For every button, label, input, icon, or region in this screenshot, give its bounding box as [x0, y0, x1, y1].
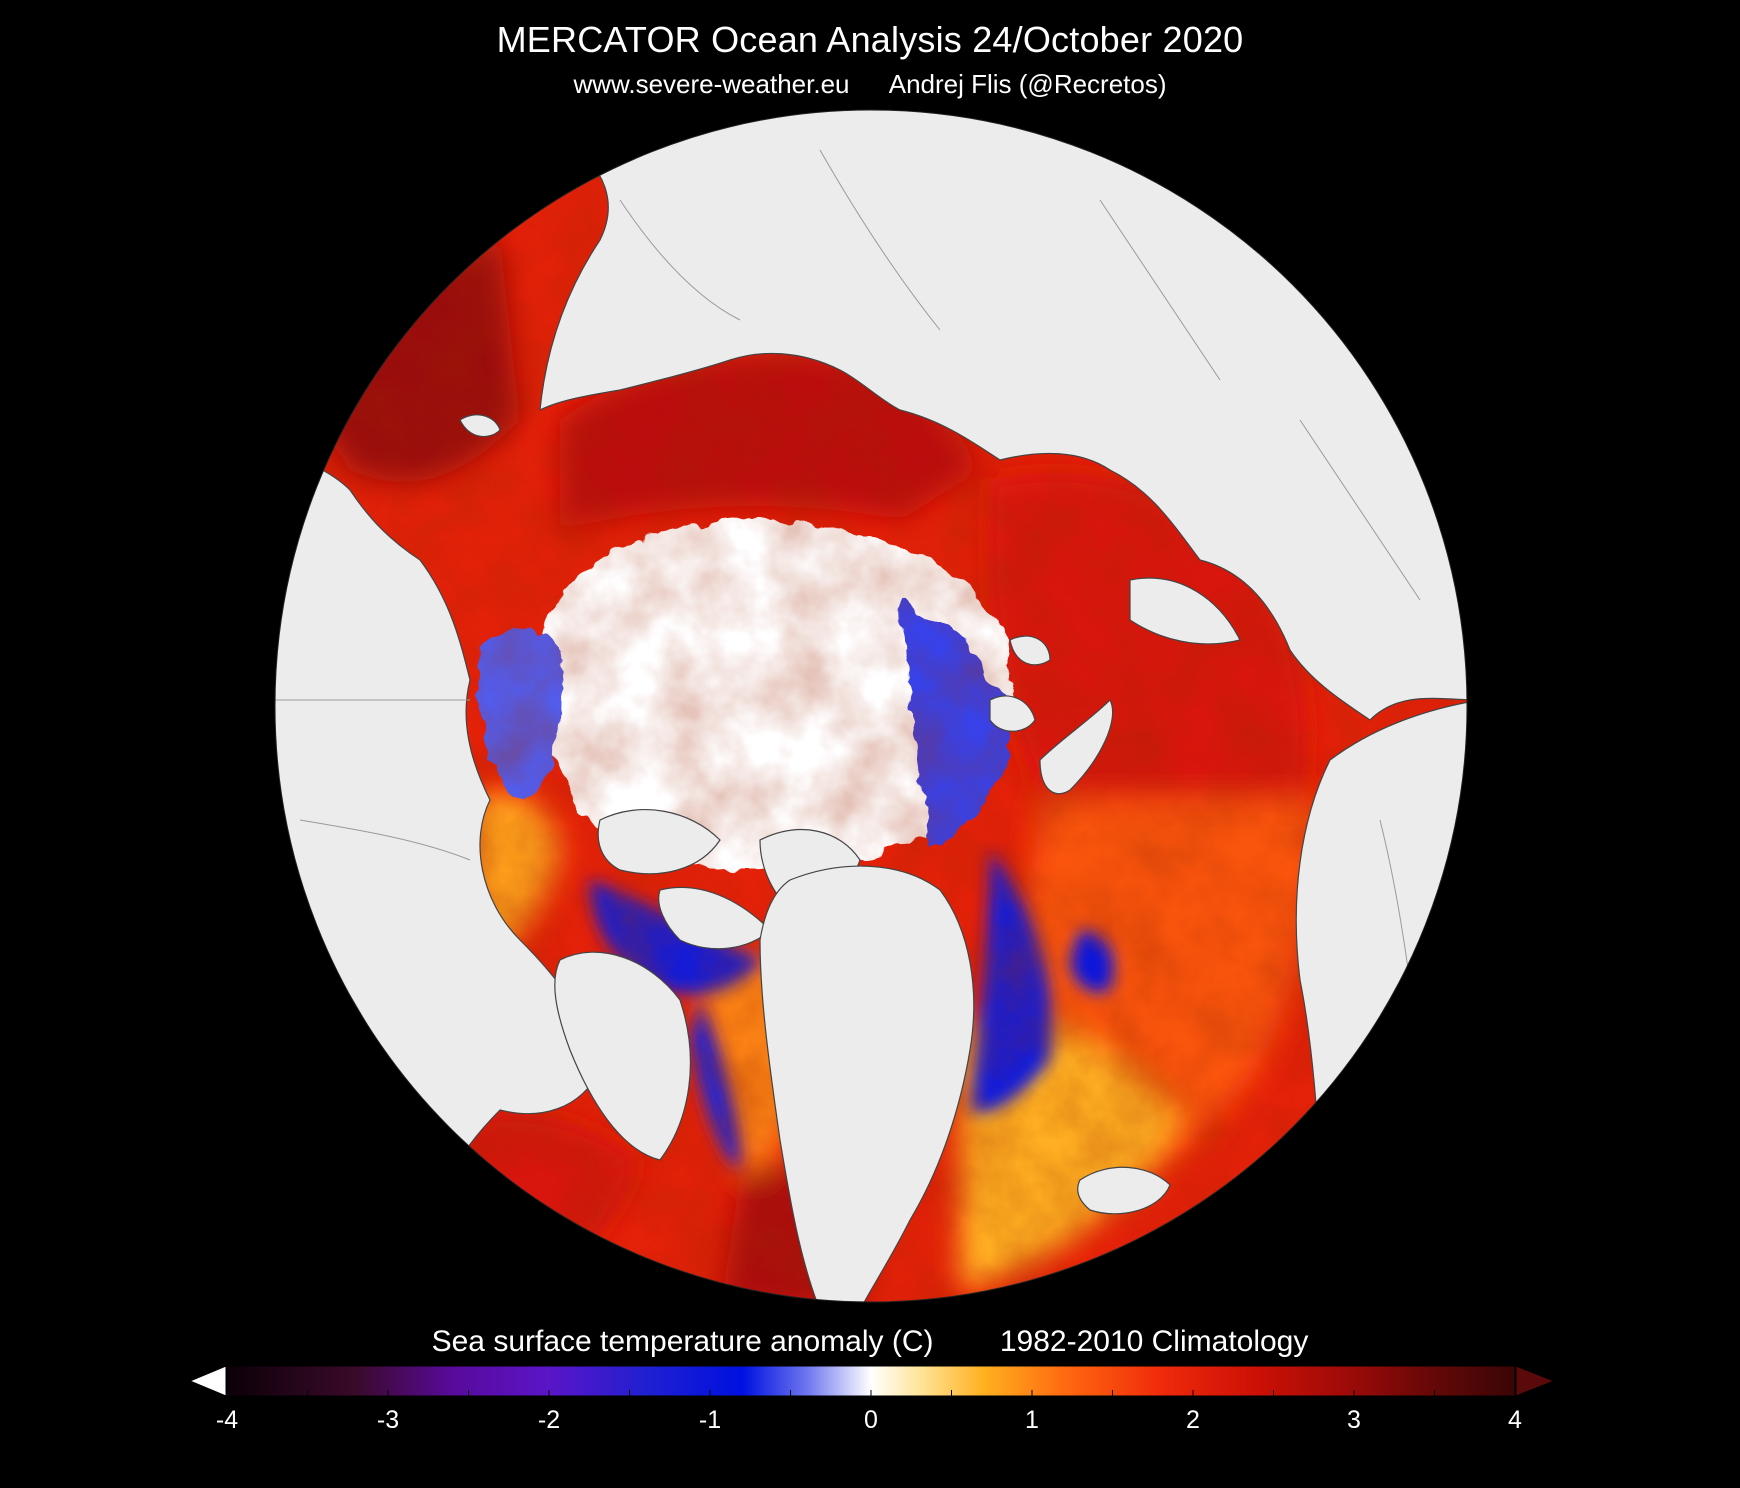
land-scandinavia [1295, 699, 1467, 1302]
credit-website: www.severe-weather.eu [573, 69, 850, 99]
land-iceland [1077, 1166, 1171, 1215]
colorbar-tick-label: 0 [864, 1406, 878, 1434]
colorbar-climatology-label: 1982-2010 Climatology [999, 1325, 1309, 1358]
credit-author: Andrej Flis (@Recretos) [888, 69, 1167, 99]
map-disc-outline [274, 109, 1468, 1303]
land-novaya-zemlya [1039, 698, 1114, 795]
colorbar-variable-label: Sea surface temperature anomaly (C) [431, 1325, 934, 1358]
colorbar-over-arrow [1515, 1365, 1556, 1397]
colorbar: -4 -3 -2 -1 0 1 2 3 4 [188, 1365, 1556, 1434]
colorbar-tick-label: 1 [1025, 1406, 1039, 1434]
colorbar-tick-label: 3 [1347, 1406, 1361, 1434]
land-eurasia-north [499, 110, 1467, 721]
land-archipelago-a [597, 809, 721, 875]
colorbar-tick-label: -3 [377, 1406, 399, 1434]
colorbar-tick-label: 4 [1508, 1406, 1522, 1434]
land-wrangel [459, 414, 501, 438]
land-greenland [759, 865, 975, 1302]
land-masses [275, 110, 1467, 1302]
land-svalbard [989, 695, 1036, 732]
land-taymyr [1129, 577, 1241, 645]
colorbar-tick-label: -4 [216, 1406, 238, 1434]
colorbar-ticks: -4 -3 -2 -1 0 1 2 3 4 [216, 1390, 1522, 1434]
land-baffin-island [554, 951, 692, 1161]
map-disc [275, 110, 1467, 1302]
chart-title: MERCATOR Ocean Analysis 24/October 2020 [496, 19, 1244, 60]
colorbar-tick-label: 2 [1186, 1406, 1200, 1434]
colorbar-under-arrow [188, 1365, 227, 1397]
colorbar-title: Sea surface temperature anomaly (C) 1982… [0, 1324, 1740, 1360]
colorbar-tick-label: -1 [699, 1406, 721, 1434]
land-franz-josef [1009, 635, 1051, 666]
land-archipelago-b [658, 886, 771, 950]
colorbar-tick-label: -2 [538, 1406, 560, 1434]
chart-subtitle: www.severe-weather.eu Andrej Flis (@Recr… [0, 68, 1740, 100]
